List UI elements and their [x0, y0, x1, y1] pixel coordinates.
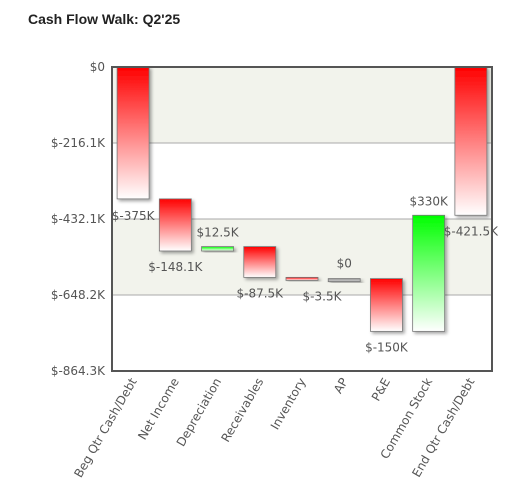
bar: [454, 66, 488, 216]
x-tick-label: Beg Qtr Cash/Debt: [71, 375, 140, 480]
x-tick-label: P&E: [369, 376, 393, 404]
data-label: $-87.5K: [236, 286, 284, 300]
y-axis-ticks: $0 $-216.1K $-432.1K $-648.2K $-864.3K: [51, 60, 106, 378]
bar: [243, 246, 277, 278]
data-labels: $-375K $-148.1K $12.5K $-87.5K $-3.5K $0 $-150…: [112, 194, 499, 354]
bars: [116, 66, 488, 332]
bar: [412, 214, 446, 332]
bar: [201, 246, 234, 252]
bar: [370, 278, 403, 332]
x-tick-label: Inventory: [268, 376, 309, 433]
bar: [158, 198, 192, 252]
bar: [327, 278, 361, 283]
x-tick-label: Receivables: [218, 376, 266, 445]
x-tick-label: Net Income: [135, 376, 182, 443]
chart-title: Cash Flow Walk: Q2'25: [28, 11, 181, 27]
data-label: $0: [337, 257, 352, 271]
y-tick-label: $-432.1K: [51, 212, 106, 226]
bar: [116, 66, 150, 200]
x-tick-label: AP: [331, 376, 351, 396]
x-tick-label: Depreciation: [174, 376, 224, 449]
plot-band: [112, 67, 492, 143]
bar: [285, 276, 319, 281]
data-label: $-3.5K: [303, 289, 343, 303]
data-label: $-375K: [112, 209, 156, 223]
y-tick-label: $-648.2K: [51, 288, 106, 302]
data-label: $330K: [409, 194, 449, 208]
y-tick-label: $-864.3K: [51, 364, 106, 378]
y-tick-label: $-216.1K: [51, 136, 106, 150]
data-label: $-421.5K: [444, 224, 499, 238]
data-label: $-148.1K: [148, 260, 203, 274]
data-label: $12.5K: [196, 226, 239, 240]
plot-frame: [111, 66, 493, 372]
y-tick-label: $0: [90, 60, 105, 74]
data-label: $-150K: [365, 340, 409, 354]
